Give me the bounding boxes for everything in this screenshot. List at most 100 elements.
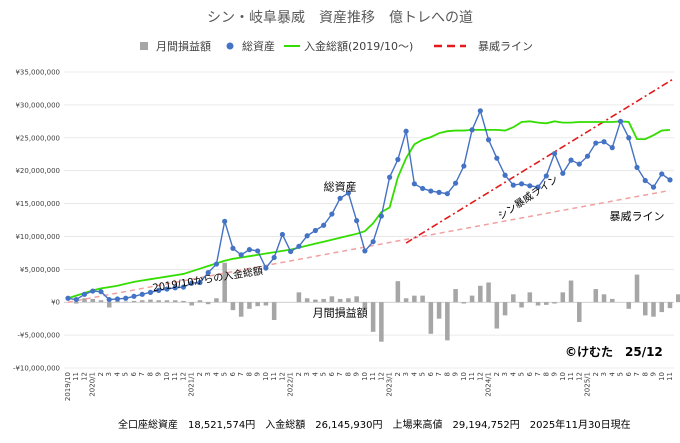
assets-point: [81, 291, 88, 297]
monthly-pl-bar: [519, 302, 524, 308]
y-tick-label: -¥5,000,000: [17, 332, 60, 340]
monthly-pl-bar: [222, 262, 227, 303]
assets-point: [452, 180, 459, 186]
monthly-pl-bar: [271, 302, 277, 320]
legend-label: 月間損益額: [156, 39, 211, 53]
x-tick-label: 7: [336, 372, 344, 376]
x-tick-label: 11: [270, 372, 278, 381]
x-tick-label: 5: [419, 372, 427, 376]
assets-point: [197, 279, 203, 286]
x-tick-label: 2021/1: [188, 372, 196, 397]
assets-point: [345, 190, 351, 196]
assets-point: [337, 195, 343, 201]
monthly-pl-bar: [601, 294, 607, 303]
x-tick-label: 9: [254, 372, 262, 376]
x-tick-label: 2: [196, 372, 204, 376]
monthly-pl-bar: [354, 296, 359, 303]
assets-point: [403, 128, 409, 134]
assets-point: [222, 218, 228, 224]
monthly-pl-bar: [634, 274, 640, 303]
assets-point: [485, 137, 492, 143]
footer-summary: 全口座総資産 18,521,574円 入金総額 26,145,930円 上場来高…: [118, 418, 631, 431]
assets-point: [271, 254, 277, 261]
assets-point: [296, 243, 302, 249]
monthly-pl-bar: [502, 302, 508, 316]
assets-point: [180, 284, 187, 290]
assets-series: [65, 108, 673, 303]
monthly-pl-bar: [139, 300, 145, 303]
x-tick-label: 6: [625, 371, 633, 376]
assets-point: [436, 189, 442, 195]
monthly-pl-bar: [296, 292, 302, 303]
chart-annotation: 月間損益額: [313, 306, 368, 320]
x-tick-label: 8: [542, 372, 550, 376]
monthly-pl-bar: [82, 298, 87, 303]
monthly-pl-bar: [461, 302, 467, 304]
assets-point: [263, 265, 269, 271]
monthly-pl-bars: [73, 262, 680, 342]
assets-point: [189, 280, 195, 286]
assets-point: [469, 127, 475, 133]
x-tick-label: 7: [534, 372, 542, 376]
assets-point: [106, 296, 112, 303]
assets-point: [568, 157, 574, 163]
shin-boui-line: [405, 77, 675, 244]
monthly-pl-bar: [642, 302, 648, 316]
legend: 月間損益額 総資産 入金総額(2019/10〜) 暴威ライン: [140, 39, 533, 53]
assets-point: [139, 291, 145, 297]
assets-point: [642, 177, 648, 184]
monthly-pl-bar: [560, 292, 566, 303]
y-tick-label: ¥20,000,000: [15, 167, 60, 175]
assets-point: [609, 145, 615, 151]
assets-point: [370, 239, 376, 245]
x-tick-label: 4: [113, 371, 121, 376]
assets-point: [601, 139, 607, 145]
monthly-pl-bar: [304, 298, 310, 303]
monthly-pl-bar: [172, 300, 178, 303]
monthly-pl-bar: [238, 302, 244, 317]
y-tick-label: ¥0: [51, 299, 60, 307]
x-tick-label: 3: [105, 372, 113, 376]
x-tick-label: 10: [163, 372, 171, 381]
monthly-pl-bar: [445, 302, 450, 341]
x-tick-label: 5: [122, 372, 130, 376]
assets-point: [329, 211, 335, 217]
x-tick-label: 9: [353, 372, 361, 376]
x-tick-label: 4: [410, 371, 418, 376]
x-tick-label: 12: [80, 372, 88, 381]
x-tick-label: 12: [179, 372, 187, 381]
assets-point: [518, 181, 525, 187]
x-tick-label: 11: [72, 372, 80, 381]
assets-point: [123, 295, 129, 301]
deposit-line: [67, 120, 671, 300]
assets-point: [279, 231, 286, 238]
x-tick-label: 12: [476, 372, 484, 381]
x-tick-label: 12: [278, 372, 286, 381]
x-tick-label: 7: [237, 372, 245, 376]
monthly-pl-bar: [486, 282, 491, 303]
x-tick-label: 2022/1: [287, 372, 295, 397]
x-tick-label: 6: [328, 371, 336, 376]
monthly-pl-bar: [370, 302, 376, 332]
x-tick-label: 11: [171, 372, 179, 381]
monthly-pl-bar: [247, 302, 252, 309]
x-tick-label: 2: [493, 372, 501, 376]
x-tick-label: 8: [245, 372, 253, 376]
deposit-series: [67, 120, 671, 300]
legend-label: 入金総額(2019/10〜): [304, 39, 413, 53]
x-tick-label: 11: [666, 372, 674, 381]
monthly-pl-bar: [329, 296, 335, 303]
x-tick-label: 7: [633, 372, 641, 376]
monthly-pl-bar: [527, 292, 533, 303]
monthly-pl-bar: [131, 300, 137, 303]
assets-point: [527, 183, 533, 189]
x-tick-label: 10: [460, 372, 468, 381]
monthly-pl-bar: [255, 302, 260, 307]
assets-point: [387, 174, 393, 180]
assets-point: [395, 156, 401, 163]
assets-point: [321, 222, 327, 228]
x-tick-label: 2: [97, 372, 105, 376]
monthly-pl-bar: [379, 302, 384, 342]
x-tick-label: 6: [229, 371, 237, 376]
x-tick-label: 2: [592, 372, 600, 376]
